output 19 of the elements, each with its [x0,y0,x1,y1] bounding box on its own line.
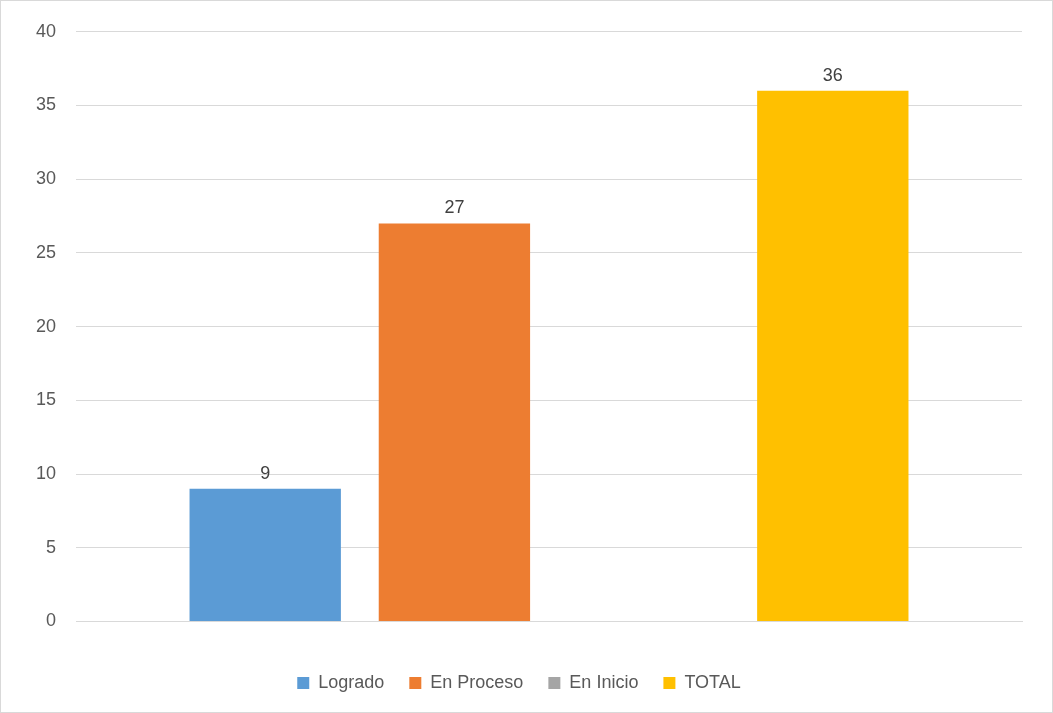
y-tick-label: 15 [35,389,57,410]
y-tick-label: 10 [35,462,57,483]
y-tick-label: 20 [35,315,57,336]
bar [378,223,531,621]
y-tick-label: 0 [46,610,57,631]
y-tick-label: 5 [46,536,57,557]
y-tick-label: 35 [35,94,57,115]
legend-label: Logrado [318,671,385,692]
y-tick-label: 30 [35,168,57,189]
bar [757,90,909,621]
legend-label: TOTAL [684,671,741,692]
legend-label: En Proceso [430,671,524,692]
data-label: 9 [260,462,271,483]
bar [189,488,341,621]
data-label: 36 [822,64,843,85]
y-tick-label: 25 [35,241,57,262]
y-tick-label: 40 [35,20,57,41]
data-label: 27 [444,197,465,218]
legend-label: En Inicio [569,671,639,692]
